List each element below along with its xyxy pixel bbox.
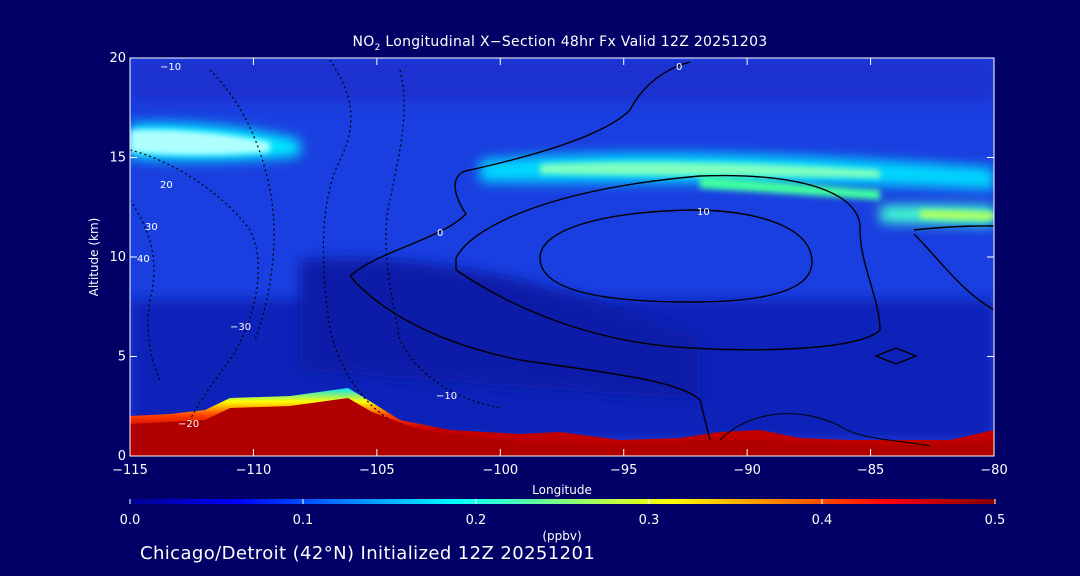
title-suffix: Longitudinal X−Section 48hr Fx Valid 12Z…: [380, 34, 768, 50]
colorbar-ticks: 0.0 0.1 0.2 0.3 0.4 0.5: [120, 499, 1006, 528]
x-tick-label: −105: [359, 463, 395, 478]
x-axis-label: Longitude: [532, 483, 592, 497]
contour-0-low: [349, 275, 711, 441]
title-prefix: NO: [352, 34, 375, 50]
contour-label: −30: [230, 322, 251, 333]
x-tick-label: −110: [236, 463, 272, 478]
contour-surface: [719, 413, 931, 447]
contour-label: 10: [697, 207, 710, 218]
contour-label: 0: [676, 62, 682, 73]
contour-label: 30: [145, 222, 158, 233]
y-axis-label: Altitude (km): [87, 218, 101, 297]
contour-label: 20: [160, 180, 173, 191]
x-tick-label: −115: [112, 463, 148, 478]
x-tick-label: −90: [733, 463, 760, 478]
colorbar-tick-label: 0.5: [985, 513, 1006, 528]
y-axis: 0 5 10 15 20: [109, 51, 994, 464]
contour-label: −20: [178, 419, 199, 430]
no2-field: [130, 58, 994, 456]
title-subscript: 2: [374, 42, 381, 53]
colorbar-tick-label: 0.0: [120, 513, 141, 528]
x-tick-label: −100: [482, 463, 518, 478]
contour-0-east: [913, 225, 994, 311]
contour-label: −10: [160, 62, 181, 73]
x-axis: −115 −110 −105 −100 −95 −90 −85 −80: [112, 58, 1008, 478]
x-tick-label: −95: [610, 463, 637, 478]
x-tick-label: −80: [980, 463, 1007, 478]
contour-0-inner: [455, 174, 881, 351]
colorbar-tick-label: 0.2: [466, 513, 487, 528]
contour-lines: 10 0 20 30 40 −10 −20 −30 −10 0: [130, 59, 994, 447]
y-tick-label: 5: [118, 350, 126, 365]
y-tick-label: 10: [109, 250, 126, 265]
y-tick-label: 20: [109, 51, 126, 66]
x-tick-label: −85: [857, 463, 884, 478]
colorbar-tick-label: 0.1: [293, 513, 314, 528]
colorbar-label: (ppbv): [542, 529, 581, 543]
contour-0-outer: [349, 61, 691, 277]
contour-label: 0: [437, 228, 443, 239]
contour-label: 40: [137, 254, 150, 265]
contour-10: [539, 209, 813, 303]
negative-contours: [130, 59, 501, 421]
chart-title: NO2 Longitudinal X−Section 48hr Fx Valid…: [0, 34, 1080, 53]
contour-diamond: [874, 347, 918, 365]
y-tick-label: 0: [118, 449, 126, 464]
y-tick-label: 15: [109, 151, 126, 166]
colorbar-tick-label: 0.3: [639, 513, 660, 528]
contour-label: −10: [436, 391, 457, 402]
colorbar-tick-label: 0.4: [812, 513, 833, 528]
colorbar: [130, 499, 996, 504]
footer-caption: Chicago/Detroit (42°N) Initialized 12Z 2…: [140, 543, 596, 564]
